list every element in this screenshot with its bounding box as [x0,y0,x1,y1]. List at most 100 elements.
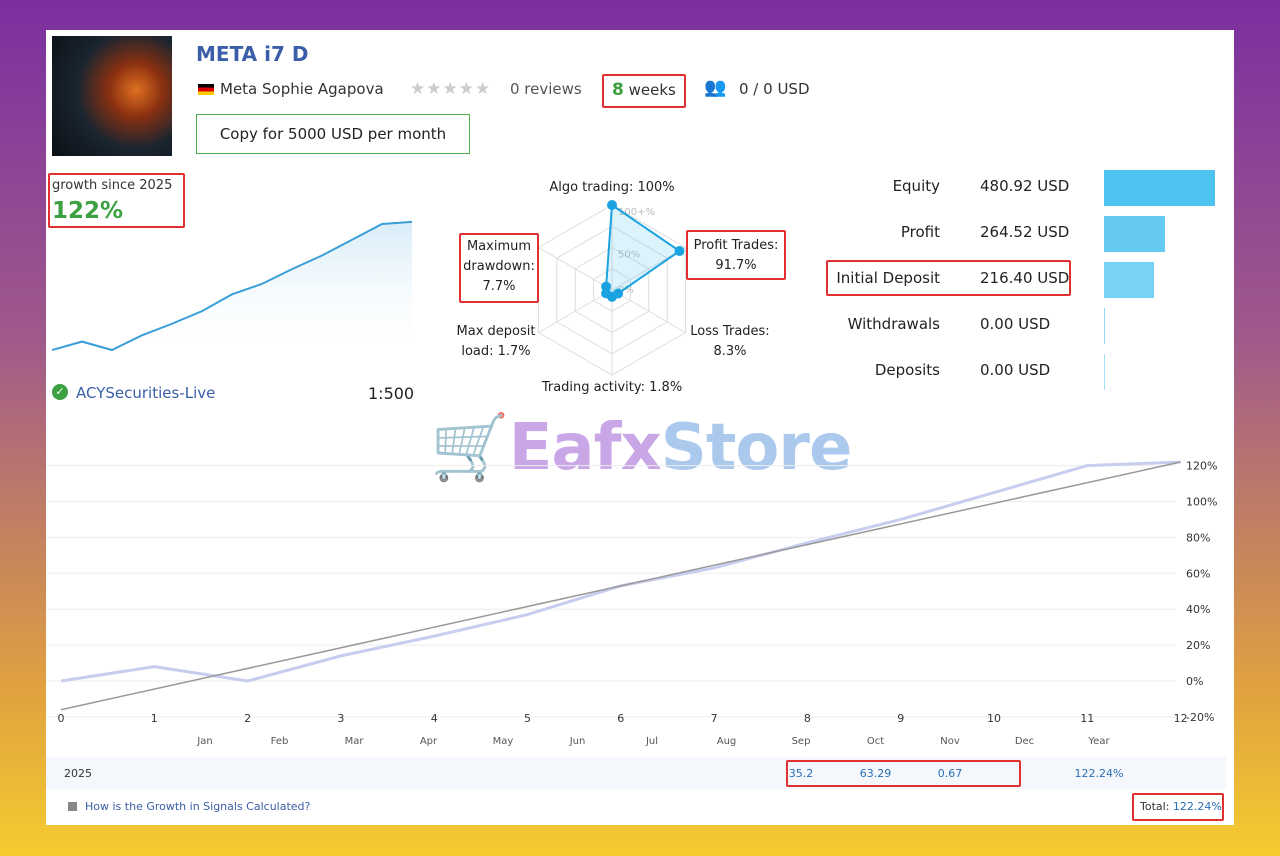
growth-chart: 120% 100% 80% 60% 40% 20% 0% -20% [46,460,1217,724]
stat-bar [1104,216,1166,252]
month-label: Mar [344,736,364,747]
month-label: Nov [940,736,960,747]
growth-help-link[interactable]: How is the Growth in Signals Calculated? [85,800,311,813]
radar-axis [611,289,686,333]
radar-ring-label: 0% [618,285,634,296]
radar-point [674,246,685,257]
reviews-count[interactable]: 0 reviews [510,80,582,98]
mini-growth-chart [52,220,413,360]
highlight-box [826,260,1071,296]
copy-button[interactable]: Copy for 5000 USD per month [196,114,470,154]
total-value: 122.24% [1172,800,1222,813]
radar-label-profit: Profit Trades: [693,238,779,253]
weeks-number: 8 [612,80,624,100]
watermark-logo: 🛒EafxStore [430,411,852,485]
stat-bar [1104,262,1154,298]
broker-name[interactable]: ACYSecurities-Live [76,384,216,402]
y-tick: 60% [1186,567,1210,580]
radar-label-deposit: Max deposit [456,324,536,339]
mini-chart-line [52,220,413,352]
month-label: Oct [866,736,885,747]
info-icon [68,802,77,811]
radar-area [605,203,682,298]
x-tick: 0 [57,712,65,725]
highlight-box [48,173,185,228]
x-tick: 12 [1173,712,1188,725]
month-value: 35.2 [788,767,814,780]
radar-label-activity: Trading activity: 1.8% [541,380,683,395]
radar-chart: 100+% 50% 0% [537,200,687,376]
highlight-box [459,233,539,303]
x-tick: 4 [430,712,438,725]
stat-value: 0.00 USD [980,315,1051,333]
month-label: Jun [569,736,586,747]
x-tick: 7 [710,712,718,725]
month-label: Jul [645,736,659,747]
growth-value: 122% [52,198,124,224]
stat-value: 0.00 USD [980,361,1051,379]
subscribers-value: 0 / 0 USD [739,80,810,98]
page-title[interactable]: META i7 D [196,42,309,66]
year-label: 2025 [64,767,92,780]
signal-card: META i7 D Meta Sophie Agapova ★★★★★ 0 re… [46,30,1234,825]
radar-value-profit: 91.7% [715,258,757,273]
month-label: Dec [1014,736,1035,747]
radar-ring-label: 100+% [618,207,655,218]
month-value: 122.24% [1074,767,1124,780]
highlight-box [786,760,1021,787]
leverage: 1:500 [368,384,415,403]
highlight-box [602,74,686,108]
y-tick: 120% [1186,460,1217,473]
total-label: Total: [1140,800,1170,813]
y-tick: 80% [1186,531,1210,544]
radar-value-deposit: load: 1.7% [461,344,531,359]
x-tick: 11 [1080,712,1095,725]
y-tick: -20% [1186,711,1214,724]
subscribers-icon: 👥 [704,77,727,98]
verified-shield-icon: ✓ [52,384,68,400]
growth-line [60,460,1181,683]
germany-flag-icon [198,84,214,95]
stat-label: Initial Deposit [836,269,940,287]
month-label: Year [1088,736,1110,747]
stat-label: Deposits [874,361,940,379]
stat-label: Withdrawals [847,315,940,333]
month-label: Jan [197,736,213,747]
radar-point [607,200,617,210]
month-value: 0.67 [937,767,963,780]
y-tick: 40% [1186,603,1210,616]
radar-value-loss: 8.3% [713,344,747,359]
growth-label: growth since 2025 [52,178,173,193]
x-tick: 3 [337,712,345,725]
y-tick: 20% [1186,639,1210,652]
stat-value: 480.92 USD [980,177,1070,195]
radar-value-drawdown: 7.7% [482,279,516,294]
y-tick: 0% [1186,675,1203,688]
highlight-box [686,230,786,280]
radar-point [601,281,612,292]
stat-value: 264.52 USD [980,223,1070,241]
radar-axis [538,247,613,291]
author-name[interactable]: Meta Sophie Agapova [220,80,384,98]
radar-ring-label: 50% [618,250,640,261]
x-tick: 10 [987,712,1001,725]
x-tick: 6 [617,712,625,725]
month-label: Apr [419,736,438,747]
year-row [46,757,1226,789]
month-label: Aug [716,736,737,747]
stat-bar [1104,170,1215,206]
radar-axis [538,289,613,333]
x-tick: 5 [524,712,531,725]
stat-bar [1104,354,1105,390]
trend-line [60,461,1181,711]
month-label: May [492,736,514,747]
radar-label-drawdown-2: drawdown: [463,259,535,274]
avatar [52,36,172,156]
y-tick: 100% [1186,496,1217,509]
stat-label: Profit [900,223,940,241]
x-tick: 8 [803,712,811,725]
x-tick: 1 [150,712,158,725]
radar-label-algo: Algo trading: 100% [549,180,675,195]
x-tick: 2 [244,712,252,725]
month-value: 63.29 [859,767,892,780]
